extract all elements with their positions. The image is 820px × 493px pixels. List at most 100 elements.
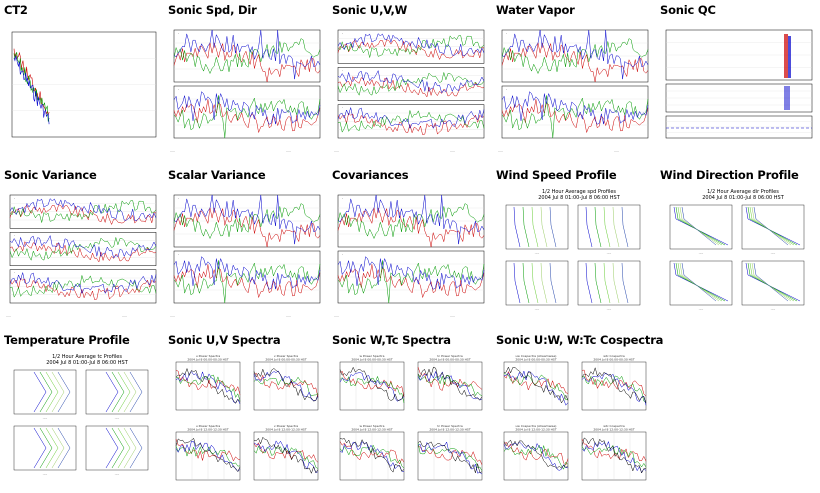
scalar-variance-plot: - -.......... [170, 194, 321, 318]
svg-text:-: - [506, 87, 507, 91]
svg-text:.....: ..... [614, 149, 619, 153]
svg-text:wtc Cospectra: wtc Cospectra [603, 424, 625, 428]
covariances-plot: - -.......... [334, 194, 485, 318]
svg-text:-: - [342, 252, 343, 256]
svg-text:-: - [342, 68, 343, 72]
svg-text:.....: ..... [498, 149, 503, 153]
svg-text:w Power Spectra: w Power Spectra [360, 354, 385, 358]
sonic-qc-plot [665, 29, 813, 139]
sonic-uvw-plot-thumbnail[interactable]: - - -.......... [330, 20, 488, 160]
plot-cell: Covariances - -.......... [330, 168, 488, 328]
plot-title: Sonic U,V Spectra [168, 333, 281, 347]
svg-text:.....: ..... [771, 307, 776, 311]
ct2-plot-thumbnail[interactable] [2, 20, 160, 160]
scalar-variance-plot-thumbnail[interactable]: - -.......... [166, 185, 324, 325]
profile-subtitle: 1/2 Hour Average tc Profiles [52, 354, 122, 360]
svg-text:uw Cospectra (streamwise): uw Cospectra (streamwise) [516, 424, 557, 428]
plot-title: Sonic U,V,W [332, 3, 408, 17]
svg-text:.....: ..... [170, 314, 175, 318]
plot-cell: Wind Direction Profile 1/2 Hour Average d… [658, 168, 816, 328]
plot-title: Sonic W,Tc Spectra [332, 333, 451, 347]
svg-text:2004 Jul 8 12:00-12:30 HST: 2004 Jul 8 12:00-12:30 HST [265, 428, 307, 432]
svg-text:-: - [178, 31, 179, 35]
svg-text:-: - [342, 31, 343, 35]
plot-cell: CT2 [2, 3, 160, 163]
svg-text:.....: ..... [699, 251, 704, 255]
svg-text:.....: ..... [699, 307, 704, 311]
svg-text:-: - [342, 196, 343, 200]
sonic-qc-plot-thumbnail[interactable] [658, 20, 816, 160]
water-vapor-plot-thumbnail[interactable]: - -.......... [494, 20, 652, 160]
svg-text:-: - [178, 252, 179, 256]
svg-text:2004 Jul 8 00:00-00:30 HST: 2004 Jul 8 00:00-00:30 HST [593, 358, 635, 362]
svg-text:.....: ..... [334, 314, 339, 318]
sonic-wtc-spectra-plot-thumbnail[interactable]: w Power Spectra 2004 Jul 8 00:00-00:30 HS… [330, 350, 488, 490]
plot-cell: Sonic U:W, W:Tc Cospectra uw Cospectra (s… [494, 333, 663, 493]
svg-text:-: - [14, 233, 15, 237]
svg-text:2004 Jul 8 12:00-12:30 HST: 2004 Jul 8 12:00-12:30 HST [351, 428, 393, 432]
svg-text:-: - [506, 31, 507, 35]
plot-cell: Temperature Profile 1/2 Hour Average tc P… [2, 333, 160, 493]
svg-text:v Power Spectra: v Power Spectra [274, 354, 298, 358]
svg-text:.....: ..... [286, 314, 291, 318]
plot-title: Sonic U:W, W:Tc Cospectra [496, 333, 664, 347]
svg-text:2004 Jul 8 00:00-00:30 HST: 2004 Jul 8 00:00-00:30 HST [429, 358, 471, 362]
svg-text:2004 Jul 8 12:00-12:30 HST: 2004 Jul 8 12:00-12:30 HST [429, 428, 471, 432]
plot-title: Sonic Variance [4, 168, 97, 182]
sonic-spd-dir-plot-thumbnail[interactable]: - -.......... [166, 20, 324, 160]
svg-text:tc Power Spectra: tc Power Spectra [437, 424, 463, 428]
svg-text:v Power Spectra: v Power Spectra [274, 424, 298, 428]
svg-text:.....: ..... [334, 149, 339, 153]
svg-text:.....: ..... [115, 416, 120, 420]
plot-cell: Sonic U,V Spectra u Power Spectra 2004 Jul… [166, 333, 324, 493]
wind-direction-profile-plot-thumbnail[interactable]: 1/2 Hour Average dir Profiles 2004 Jul 8 … [658, 185, 816, 325]
covariances-plot-thumbnail[interactable]: - -.......... [330, 185, 488, 325]
sonic-uw-wtc-cospectra-plot: uw Cospectra (streamwise)2004 Jul 8 00:0… [503, 354, 647, 481]
temperature-profile-plot-thumbnail[interactable]: 1/2 Hour Average tc Profiles 2004 Jul 8 0… [2, 350, 160, 490]
svg-text:.....: ..... [6, 314, 11, 318]
svg-text:.....: ..... [450, 314, 455, 318]
svg-text:.....: ..... [607, 251, 612, 255]
svg-text:u Power Spectra: u Power Spectra [196, 424, 221, 428]
svg-text:-: - [14, 271, 15, 275]
sonic-variance-plot-thumbnail[interactable]: - - -.......... [2, 185, 160, 325]
svg-text:u Power Spectra: u Power Spectra [196, 354, 221, 358]
svg-text:-: - [178, 87, 179, 91]
profile-subtitle: 1/2 Hour Average dir Profiles [707, 189, 779, 195]
svg-text:2004 Jul 8 00:00-00:30 HST: 2004 Jul 8 00:00-00:30 HST [515, 358, 557, 362]
svg-text:.....: ..... [115, 472, 120, 476]
svg-text:2004 Jul 8 12:00-12:30 HST: 2004 Jul 8 12:00-12:30 HST [187, 428, 229, 432]
svg-text:2004 Jul 8 00:00-00:30 HST: 2004 Jul 8 00:00-00:30 HST [265, 358, 307, 362]
svg-text:.....: ..... [535, 251, 540, 255]
svg-text:-: - [178, 196, 179, 200]
plot-title: Sonic QC [660, 3, 716, 17]
plot-cell: Sonic W,Tc Spectra w Power Spectra 2004 Ju… [330, 333, 488, 493]
svg-text:.....: ..... [122, 314, 127, 318]
svg-text:-: - [342, 106, 343, 110]
sonic-uvw-plot: - - -.......... [334, 29, 485, 153]
plot-title: Covariances [332, 168, 409, 182]
wind-speed-profile-plot-thumbnail[interactable]: 1/2 Hour Average spd Profiles 2004 Jul 8 … [494, 185, 652, 325]
svg-text:tc Power Spectra: tc Power Spectra [437, 354, 463, 358]
sonic-uv-spectra-plot: u Power Spectra 2004 Jul 8 00:00-00:30 HS… [175, 354, 319, 481]
svg-text:uw Cospectra (streamwise): uw Cospectra (streamwise) [516, 354, 557, 358]
svg-text:.....: ..... [286, 149, 291, 153]
sonic-variance-plot: - - -.......... [6, 194, 157, 318]
sonic-spd-dir-plot: - -.......... [170, 29, 321, 153]
plot-title: Sonic Spd, Dir [168, 3, 257, 17]
svg-text:2004 Jul 8 00:00-00:30 HST: 2004 Jul 8 00:00-00:30 HST [351, 358, 393, 362]
svg-text:.....: ..... [170, 149, 175, 153]
ct2-plot [11, 31, 157, 138]
plot-cell: Scalar Variance - -.......... [166, 168, 324, 328]
svg-text:2004 Jul 8 12:00-12:30 HST: 2004 Jul 8 12:00-12:30 HST [515, 428, 557, 432]
svg-text:.....: ..... [450, 149, 455, 153]
plot-title: Scalar Variance [168, 168, 266, 182]
svg-text:.....: ..... [607, 307, 612, 311]
svg-text:-: - [14, 196, 15, 200]
svg-text:.....: ..... [43, 472, 48, 476]
sonic-uv-spectra-plot-thumbnail[interactable]: u Power Spectra 2004 Jul 8 00:00-00:30 HS… [166, 350, 324, 490]
sonic-uw-wtc-cospectra-plot-thumbnail[interactable]: uw Cospectra (streamwise) 2004 Jul 8 00:0… [494, 350, 652, 490]
